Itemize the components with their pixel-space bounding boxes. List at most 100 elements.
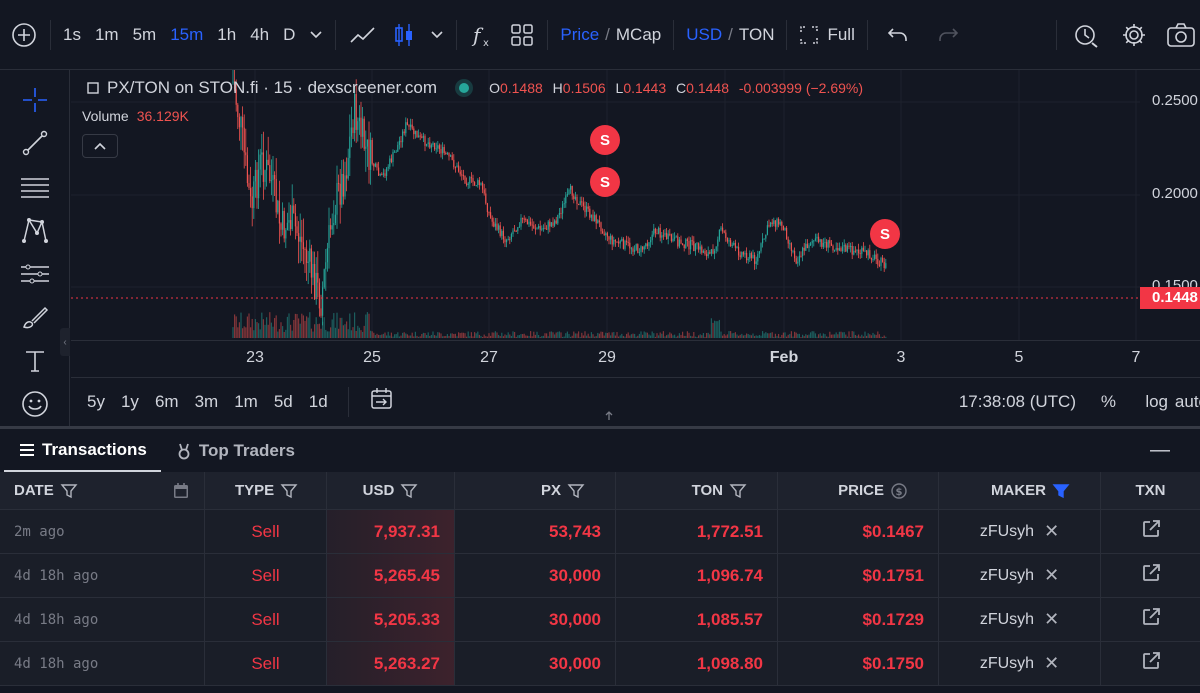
screenshot-button[interactable]: [1158, 16, 1200, 54]
maker-link[interactable]: zFUsyh: [979, 654, 1035, 672]
candles-icon: [395, 23, 413, 46]
price-mcap-toggle[interactable]: Price / MCap: [553, 16, 668, 54]
add-symbol-button[interactable]: [0, 16, 45, 54]
maker-link[interactable]: zFUsyh: [979, 522, 1035, 540]
sell-marker[interactable]: S: [590, 125, 620, 155]
table-row[interactable]: 2m ago Sell 7,937.31 53,743 1,772.51 $0.1467 z…: [0, 510, 1200, 554]
candle-body: [837, 248, 839, 251]
header-price[interactable]: PRICE $: [778, 472, 939, 509]
interval-1m[interactable]: 1m: [94, 24, 119, 44]
trend-line-tool[interactable]: [13, 122, 57, 166]
volume-bar: [568, 333, 570, 338]
pattern-tool[interactable]: [13, 209, 57, 253]
volume-bar: [328, 331, 330, 338]
external-link-icon[interactable]: [1141, 607, 1161, 632]
candles-chart-button[interactable]: [385, 16, 423, 54]
sell-marker[interactable]: S: [870, 219, 900, 249]
volume-bar: [773, 336, 775, 338]
currency-toggle[interactable]: USD / TON: [679, 16, 781, 54]
undo-button[interactable]: [873, 16, 923, 54]
log-toggle[interactable]: log: [1145, 392, 1168, 411]
mcap-option[interactable]: MCap: [615, 24, 662, 44]
emoji-tool[interactable]: [13, 383, 57, 427]
fib-tool[interactable]: [13, 165, 57, 209]
legend-collapse-button[interactable]: [82, 134, 118, 158]
external-link-icon[interactable]: [1141, 563, 1161, 588]
price-chart[interactable]: PX/TON on STON.fi · 15 · dexscreener.com…: [71, 70, 1200, 638]
volume-bar: [430, 334, 432, 338]
range-1m[interactable]: 1m: [234, 391, 258, 411]
candle-body: [493, 221, 495, 227]
header-type[interactable]: TYPE: [205, 472, 327, 509]
tab-transactions[interactable]: Transactions: [4, 429, 161, 472]
close-icon[interactable]: ✕: [1044, 565, 1060, 585]
volume-bar: [776, 336, 778, 338]
line-chart-button[interactable]: [341, 16, 385, 54]
volume-bar: [622, 336, 624, 338]
crosshair-tool[interactable]: [13, 78, 57, 122]
header-ton[interactable]: TON: [616, 472, 778, 509]
settings-button[interactable]: [1110, 16, 1158, 54]
interval-1h[interactable]: 1h: [217, 24, 237, 44]
volume-bar: [840, 331, 842, 338]
interval-dropdown[interactable]: [302, 16, 330, 54]
range-5d[interactable]: 5d: [273, 391, 293, 411]
external-link-icon[interactable]: [1141, 519, 1161, 544]
ton-option[interactable]: TON: [738, 24, 775, 44]
quick-search-button[interactable]: [1062, 16, 1110, 54]
text-tool[interactable]: [13, 339, 57, 383]
interval-1s[interactable]: 1s: [63, 24, 81, 44]
date-range-button[interactable]: [361, 386, 403, 417]
utc-clock[interactable]: 17:38:08 (UTC): [958, 392, 1076, 411]
minimize-panel-button[interactable]: —: [1150, 439, 1170, 461]
redo-button[interactable]: [923, 16, 973, 54]
candle-body: [280, 223, 282, 230]
table-row[interactable]: 4d 18h ago Sell 5,265.45 30,000 1,096.74 $0.1…: [0, 554, 1200, 598]
brush-tool[interactable]: [13, 296, 57, 340]
candle-body: [592, 214, 594, 222]
price-option[interactable]: Price: [560, 24, 600, 44]
auto-toggle[interactable]: auto: [1174, 392, 1200, 411]
layouts-button[interactable]: [502, 16, 542, 54]
fullscreen-button[interactable]: Full: [792, 16, 861, 54]
interval-15m[interactable]: 15m: [170, 24, 204, 44]
range-3m[interactable]: 3m: [194, 391, 219, 411]
header-usd[interactable]: USD: [327, 472, 455, 509]
panel-resize-handle[interactable]: [602, 410, 616, 438]
time-axis[interactable]: 23 25 27 29 Feb 3 5 7: [71, 340, 1200, 638]
prediction-tool[interactable]: [13, 252, 57, 296]
header-date[interactable]: DATE: [0, 472, 205, 509]
collapse-toolbar-button[interactable]: ‹: [60, 328, 70, 356]
volume-bar: [256, 322, 258, 338]
header-maker[interactable]: MAKER: [939, 472, 1101, 509]
tab-top-traders[interactable]: Top Traders: [161, 429, 309, 472]
close-icon[interactable]: ✕: [1044, 609, 1060, 629]
header-px[interactable]: PX: [455, 472, 616, 509]
range-1y[interactable]: 1y: [120, 391, 139, 411]
candlestick-plot[interactable]: [71, 70, 1140, 340]
percent-toggle[interactable]: %: [1100, 392, 1116, 411]
candle-body: [776, 218, 778, 227]
maker-link[interactable]: zFUsyh: [979, 566, 1035, 584]
candle-body: [822, 242, 824, 247]
interval-d[interactable]: D: [283, 24, 296, 44]
interval-5m[interactable]: 5m: [132, 24, 157, 44]
chart-type-dropdown[interactable]: [423, 16, 451, 54]
table-row[interactable]: 4d 18h ago Sell 5,263.27 30,000 1,098.80 $0.1…: [0, 642, 1200, 686]
external-link-icon[interactable]: [1141, 651, 1161, 676]
sell-marker[interactable]: S: [590, 167, 620, 197]
candle-body: [797, 261, 799, 264]
range-6m[interactable]: 6m: [154, 391, 179, 411]
volume-bar: [506, 335, 508, 338]
volume-bar: [642, 334, 644, 338]
interval-4h[interactable]: 4h: [250, 24, 270, 44]
close-icon[interactable]: ✕: [1044, 521, 1060, 541]
volume-bar: [616, 332, 618, 338]
maker-link[interactable]: zFUsyh: [979, 610, 1035, 628]
usd-option[interactable]: USD: [686, 24, 723, 44]
table-row[interactable]: 4d 18h ago Sell 5,205.33 30,000 1,085.57 $0.1…: [0, 598, 1200, 642]
range-1d[interactable]: 1d: [308, 391, 328, 411]
close-icon[interactable]: ✕: [1044, 653, 1060, 673]
range-5y[interactable]: 5y: [87, 391, 105, 411]
